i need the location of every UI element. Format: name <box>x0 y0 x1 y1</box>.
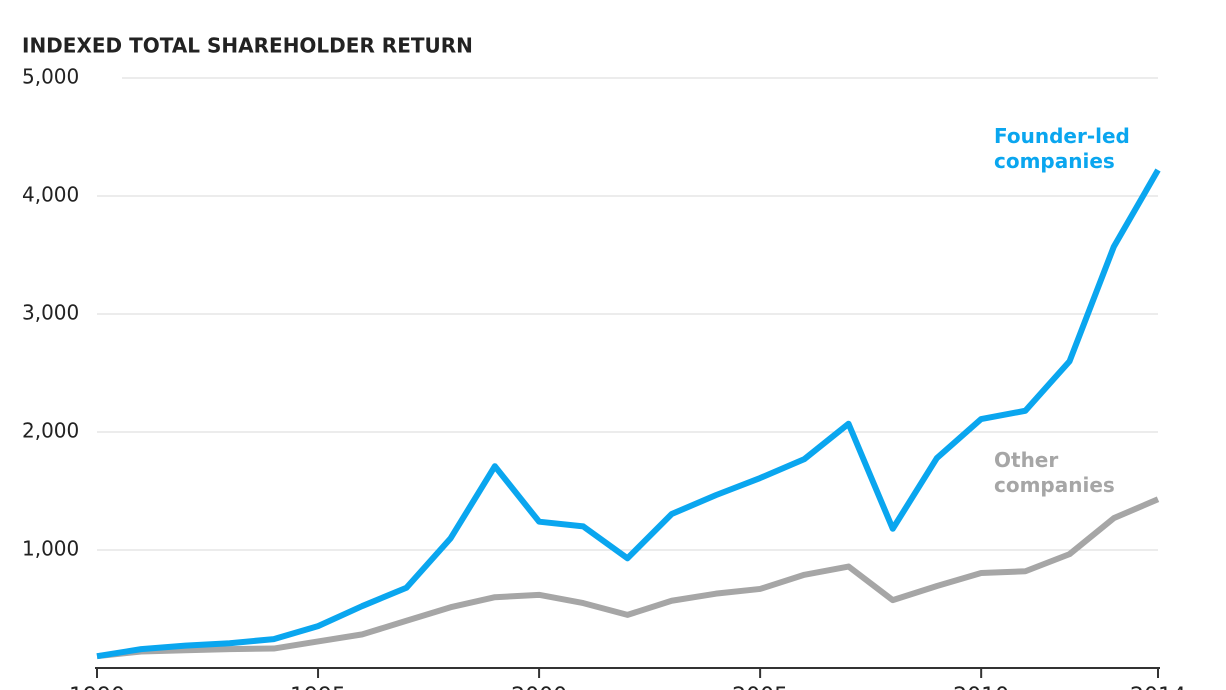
x-tick-label: 2014 <box>1130 684 1186 690</box>
x-tick-label: 2005 <box>732 684 788 690</box>
series-line <box>96 168 1161 660</box>
series-label: Other companies <box>994 448 1115 497</box>
y-tick-label: 2,000 <box>22 419 79 443</box>
series-line <box>96 496 1160 660</box>
y-tick-label: 3,000 <box>22 301 79 325</box>
y-tick-label: 1,000 <box>22 537 79 561</box>
y-tick-label: 5,000 <box>22 65 79 89</box>
x-tick-label: 1995 <box>290 684 346 690</box>
series-label: Founder-led companies <box>994 124 1130 173</box>
x-tick-label: 2010 <box>953 684 1009 690</box>
chart-title: INDEXED TOTAL SHAREHOLDER RETURN <box>22 34 473 58</box>
x-tick-label: 2000 <box>511 684 567 690</box>
x-tick-label: 1990 <box>69 684 125 690</box>
y-tick-label: 4,000 <box>22 183 79 207</box>
